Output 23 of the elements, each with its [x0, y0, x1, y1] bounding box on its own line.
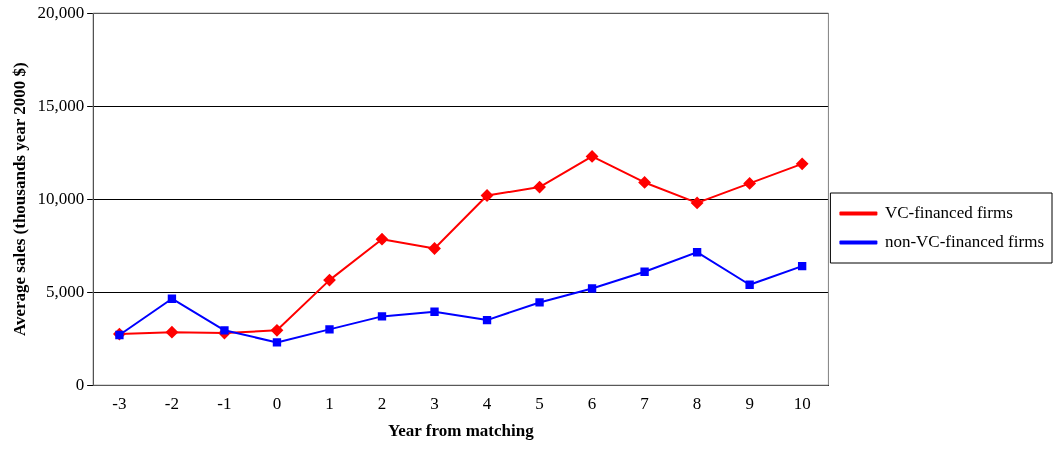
x-tick-label: 6	[587, 393, 597, 413]
x-tick-label: 9	[745, 393, 754, 413]
x-tick-label: 8	[692, 393, 702, 413]
y-tick-label: 0	[75, 374, 85, 394]
y-tick-label: 20,000	[37, 2, 85, 22]
legend-label: non-VC-financed firms	[884, 231, 1044, 251]
x-tick-label: 7	[640, 393, 650, 413]
legend-label: VC-financed firms	[884, 202, 1013, 222]
x-tick-label: 1	[325, 393, 334, 413]
x-tick-label: 5	[535, 393, 544, 413]
y-tick-label: 10,000	[37, 188, 85, 208]
y-tick-label: 5,000	[45, 281, 85, 301]
x-tick-label: 4	[482, 393, 492, 413]
x-tick-label: 3	[430, 393, 439, 413]
x-tick-label: 0	[272, 393, 282, 413]
x-axis-title: Year from matching	[387, 421, 535, 441]
x-tick-label: -2	[164, 393, 180, 413]
x-tick-label: -3	[112, 393, 127, 413]
x-tick-label: -1	[217, 393, 232, 413]
x-tick-label: 2	[377, 393, 387, 413]
y-axis-title: Average sales (thousands year 2000 $)	[9, 62, 29, 337]
y-tick-label: 15,000	[37, 95, 85, 115]
x-tick-label: 10	[793, 393, 811, 413]
